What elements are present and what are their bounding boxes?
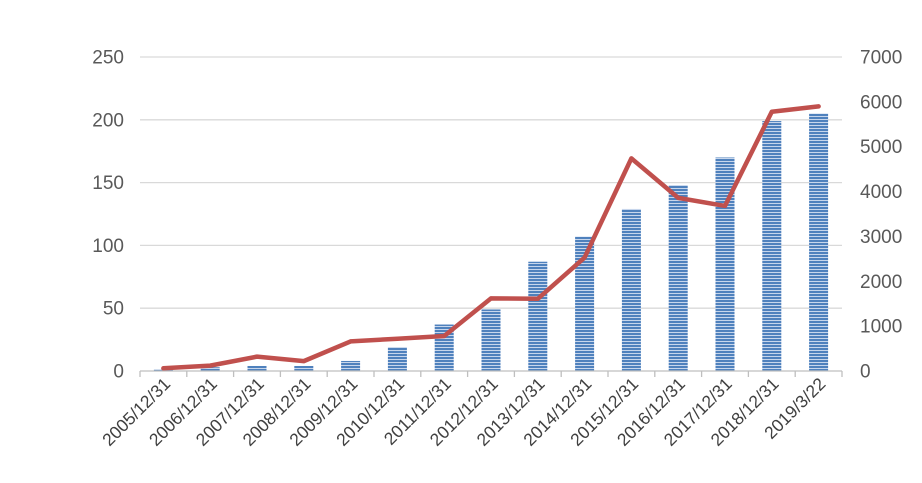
left-tick-label: 250 xyxy=(92,48,124,69)
line-point xyxy=(535,296,540,301)
bar xyxy=(668,185,688,371)
left-axis: 0 50 100 150 200 250 xyxy=(92,48,124,383)
line-point xyxy=(208,363,213,368)
line-point xyxy=(489,296,493,301)
line-points xyxy=(161,104,821,371)
right-tick-label: 4000 xyxy=(860,182,902,203)
right-tick-label: 0 xyxy=(860,362,871,383)
bar xyxy=(575,236,595,371)
line-point xyxy=(442,334,447,339)
line-point xyxy=(723,203,727,208)
right-tick-label: 1000 xyxy=(860,317,902,338)
x-labels: 2005/12/312006/12/312007/12/312008/12/31… xyxy=(98,374,829,450)
right-tick-label: 3000 xyxy=(860,227,902,248)
bar xyxy=(621,208,641,371)
bar xyxy=(809,113,829,372)
line-point xyxy=(769,109,774,114)
line-point xyxy=(816,104,821,109)
bar xyxy=(247,365,267,371)
left-tick-label: 50 xyxy=(103,299,124,320)
x-axis xyxy=(139,370,843,377)
line-point xyxy=(255,354,259,359)
right-tick-label: 7000 xyxy=(860,48,902,69)
line-point xyxy=(629,156,634,161)
line-point xyxy=(676,195,681,200)
left-tick-label: 0 xyxy=(113,362,124,383)
right-tick-label: 2000 xyxy=(860,272,902,293)
right-tick-label: 6000 xyxy=(860,92,902,113)
line-point xyxy=(395,336,400,341)
bar xyxy=(387,347,407,371)
bar xyxy=(481,309,501,371)
bar xyxy=(341,360,361,371)
left-tick-label: 150 xyxy=(92,173,124,194)
bar xyxy=(762,121,782,371)
bar xyxy=(528,261,548,371)
line-point xyxy=(161,366,166,371)
right-axis: 0 1000 2000 3000 4000 5000 6000 7000 xyxy=(860,48,902,383)
left-tick-label: 100 xyxy=(92,236,124,257)
bar xyxy=(200,367,220,371)
line-point xyxy=(301,359,306,364)
right-tick-label: 5000 xyxy=(860,137,902,158)
line-point xyxy=(348,339,353,344)
bar xyxy=(715,157,735,371)
bar-series xyxy=(153,113,829,372)
bar xyxy=(294,365,314,371)
left-tick-label: 200 xyxy=(92,110,124,131)
line-point xyxy=(582,255,587,260)
